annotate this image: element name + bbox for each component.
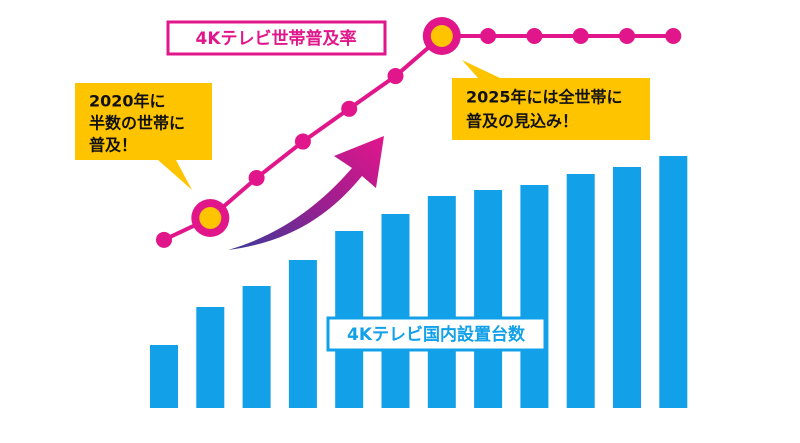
- marker: [572, 28, 589, 44]
- bar: [566, 174, 595, 408]
- bar: [474, 190, 503, 408]
- marker: [526, 28, 543, 44]
- marker: [294, 133, 311, 150]
- callout-text: 普及！: [89, 136, 137, 155]
- legend-label: 4Kテレビ国内設置台数: [347, 324, 526, 345]
- callout-text: 半数の世帯に: [89, 114, 185, 133]
- bar: [242, 286, 271, 408]
- bar: [520, 185, 549, 408]
- callout-text: 普及の見込み！: [466, 112, 578, 131]
- callout: [452, 60, 650, 140]
- bar: [659, 156, 688, 408]
- legend-box: [326, 316, 547, 352]
- line-layer: [156, 17, 682, 248]
- marker: [619, 28, 635, 44]
- marker: [480, 28, 497, 44]
- bar: [427, 196, 456, 408]
- bar: [613, 167, 641, 408]
- legend-box: [166, 20, 387, 56]
- callout-text: 2025年には全世帯に: [466, 88, 623, 107]
- bars: [150, 156, 688, 408]
- marker: [341, 100, 358, 117]
- bar: [288, 260, 317, 408]
- marker: [248, 169, 265, 186]
- callout-text: 2020年に: [89, 92, 166, 111]
- bar: [196, 307, 225, 408]
- highlight-center: [430, 25, 453, 47]
- growth-arrow: [228, 136, 384, 250]
- marker: [156, 231, 172, 248]
- legend-label: 4Kテレビ世帯普及率: [195, 28, 356, 49]
- bar: [150, 345, 178, 408]
- callout: [75, 83, 212, 190]
- marker: [387, 68, 404, 85]
- bar: [381, 214, 410, 408]
- highlight-center: [199, 207, 222, 229]
- marker: [665, 28, 682, 44]
